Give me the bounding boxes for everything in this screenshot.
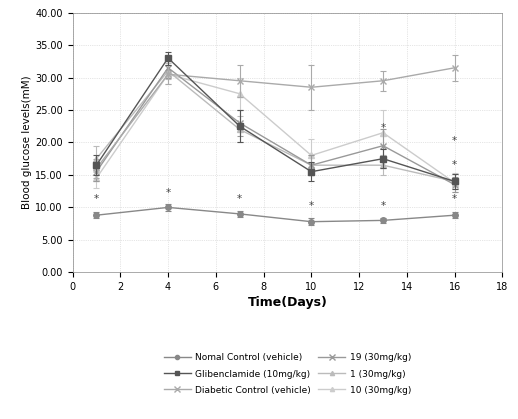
X-axis label: Time(Days): Time(Days) bbox=[248, 296, 327, 309]
Text: *: * bbox=[452, 160, 457, 170]
Text: *: * bbox=[94, 194, 99, 204]
Text: *: * bbox=[237, 194, 242, 204]
Text: *: * bbox=[309, 201, 314, 211]
Text: *: * bbox=[452, 136, 457, 146]
Text: *: * bbox=[380, 201, 385, 211]
Legend: Nomal Control (vehicle), Glibenclamide (10mg/kg), Diabetic Control (vehicle), 19: Nomal Control (vehicle), Glibenclamide (… bbox=[160, 349, 415, 398]
Text: *: * bbox=[452, 194, 457, 204]
Text: *: * bbox=[380, 123, 385, 133]
Y-axis label: Blood glucose levels(mM): Blood glucose levels(mM) bbox=[22, 76, 32, 209]
Text: *: * bbox=[165, 188, 170, 198]
